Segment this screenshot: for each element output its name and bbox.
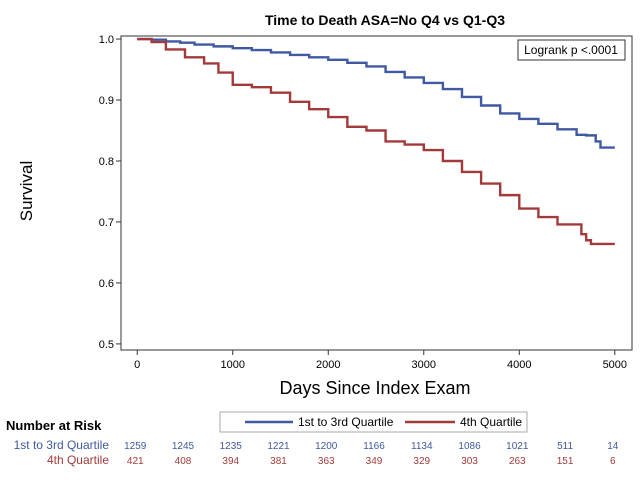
risk-value: 1200 bbox=[315, 441, 338, 452]
number-at-risk-table: 1259 1245 1235 1221 1200 1166 1134 1086 1021 511 1… bbox=[124, 441, 619, 467]
y-tick-label: 0.6 bbox=[99, 278, 114, 290]
x-tick-label: 4000 bbox=[507, 359, 531, 371]
x-tick-label: 1000 bbox=[221, 359, 245, 371]
logrank-text: Logrank p <.0001 bbox=[524, 43, 618, 57]
legend-label-1st-to-3rd: 1st to 3rd Quartile bbox=[298, 415, 394, 429]
y-tick-label: 0.8 bbox=[99, 156, 114, 168]
y-tick-label: 0.9 bbox=[99, 95, 114, 107]
risk-value: 1021 bbox=[506, 441, 529, 452]
series-line-1st-to-3rd-quartile bbox=[137, 37, 615, 149]
risk-row-label-1st-to-3rd: 1st to 3rd Quartile bbox=[14, 438, 110, 452]
y-tick-label: 1.0 bbox=[99, 34, 114, 46]
risk-value: 303 bbox=[461, 456, 478, 467]
risk-value: 421 bbox=[127, 456, 144, 467]
series-line-4th-quartile bbox=[137, 37, 615, 246]
risk-value: 408 bbox=[175, 456, 192, 467]
risk-value: 1221 bbox=[267, 441, 290, 452]
y-tick-label: 0.7 bbox=[99, 217, 114, 229]
risk-value: 1134 bbox=[411, 441, 433, 452]
risk-value: 511 bbox=[557, 441, 573, 452]
y-axis-label: Survival bbox=[17, 161, 36, 221]
logrank-annotation: Logrank p <.0001 bbox=[517, 39, 626, 61]
risk-value: 381 bbox=[270, 456, 287, 467]
chart-title: Time to Death ASA=No Q4 vs Q1-Q3 bbox=[265, 12, 505, 28]
risk-value: 329 bbox=[413, 456, 430, 467]
risk-value: 6 bbox=[610, 456, 616, 467]
x-axis-label: Days Since Index Exam bbox=[279, 378, 470, 398]
legend: 1st to 3rd Quartile 4th Quartile bbox=[219, 411, 528, 433]
risk-row-label-4th: 4th Quartile bbox=[47, 453, 109, 467]
risk-value: 1086 bbox=[458, 441, 481, 452]
risk-value: 151 bbox=[557, 456, 574, 467]
risk-value: 394 bbox=[222, 456, 239, 467]
number-at-risk-title: Number at Risk bbox=[6, 418, 102, 433]
risk-value: 1235 bbox=[220, 441, 243, 452]
risk-value: 1259 bbox=[124, 441, 147, 452]
risk-value: 1166 bbox=[363, 441, 385, 452]
y-tick-label: 0.5 bbox=[99, 339, 114, 351]
legend-box bbox=[219, 411, 528, 433]
plot-area bbox=[120, 35, 633, 351]
x-tick-label: 2000 bbox=[316, 359, 340, 371]
legend-label-4th: 4th Quartile bbox=[460, 415, 522, 429]
x-tick-label: 3000 bbox=[412, 359, 436, 371]
y-axis: 0.5 0.6 0.7 0.8 0.9 1.0 bbox=[99, 34, 121, 351]
x-tick-label: 0 bbox=[134, 359, 140, 371]
risk-value: 349 bbox=[366, 456, 383, 467]
risk-value: 363 bbox=[318, 456, 335, 467]
annotation-box bbox=[517, 39, 626, 61]
x-tick-label: 5000 bbox=[603, 359, 627, 371]
risk-value: 1245 bbox=[172, 441, 195, 452]
series-lines bbox=[137, 37, 615, 246]
x-axis: 0 1000 2000 3000 4000 5000 bbox=[134, 350, 627, 371]
risk-value: 14 bbox=[607, 441, 619, 452]
risk-value: 263 bbox=[509, 456, 526, 467]
